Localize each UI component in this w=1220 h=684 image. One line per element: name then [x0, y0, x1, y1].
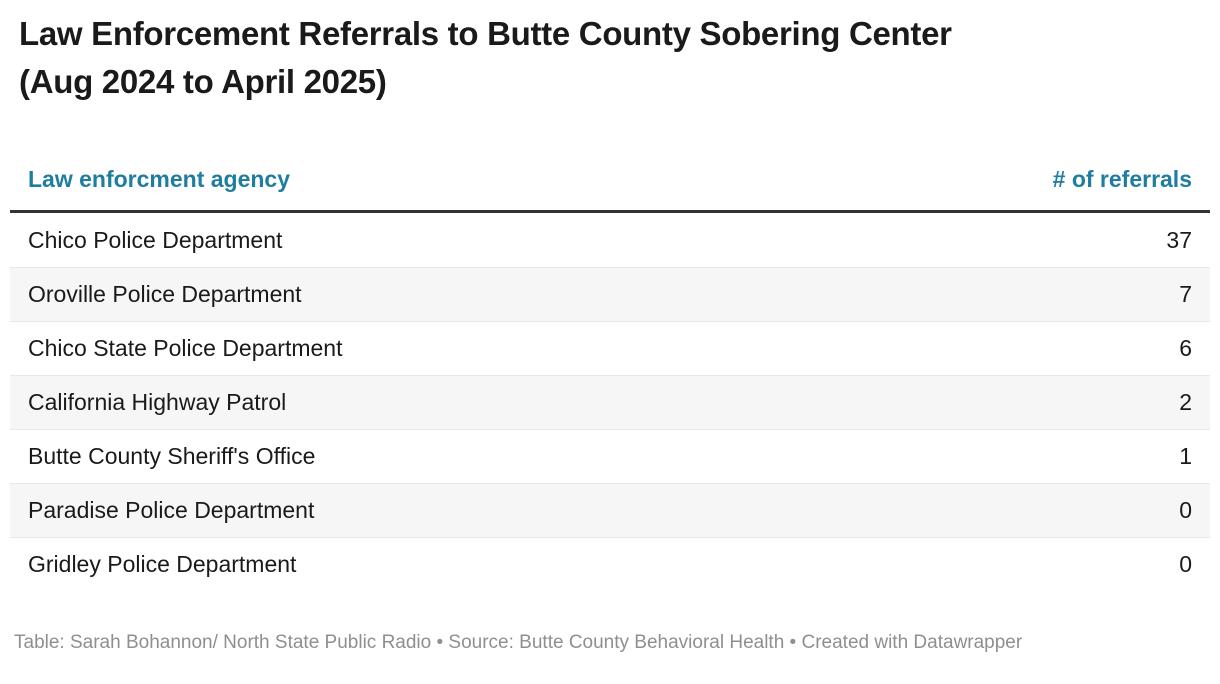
agency-cell: Chico Police Department: [28, 226, 283, 253]
agency-cell: Oroville Police Department: [28, 281, 302, 307]
table-row: Chico State Police Department 6: [10, 321, 1210, 375]
referrals-cell: 0: [1179, 551, 1192, 577]
table-row: California Highway Patrol 2: [10, 375, 1210, 429]
agency-cell: Gridley Police Department: [28, 551, 297, 577]
referrals-cell: 6: [1179, 335, 1192, 361]
table-row: Gridley Police Department 0: [10, 537, 1210, 591]
table-row: Chico Police Department 37: [10, 213, 1210, 267]
referrals-cell: 37: [1166, 226, 1192, 253]
referrals-cell: 7: [1179, 281, 1192, 307]
datawrapper-table-page: Law Enforcement Referrals to Butte Count…: [0, 10, 1220, 684]
table-row: Oroville Police Department 7: [10, 267, 1210, 321]
agency-cell: California Highway Patrol: [28, 389, 287, 415]
column-header-agency[interactable]: Law enforcment agency: [28, 166, 291, 192]
table-row: Paradise Police Department 0: [10, 483, 1210, 537]
chart-title-line1: Law Enforcement Referrals to Butte Count…: [19, 15, 952, 52]
attribution-footer: Table: Sarah Bohannon/ North State Publi…: [14, 632, 1023, 653]
table-row: Butte County Sheriff's Office 1: [10, 429, 1210, 483]
referrals-cell: 0: [1179, 497, 1192, 523]
table-header-row: Law enforcment agency # of referrals: [10, 106, 1210, 213]
agency-cell: Butte County Sheriff's Office: [28, 443, 316, 469]
column-header-referrals[interactable]: # of referrals: [1052, 166, 1192, 192]
agency-cell: Chico State Police Department: [28, 335, 343, 361]
chart-title-line2: (Aug 2024 to April 2025): [19, 63, 387, 100]
referrals-cell: 1: [1179, 443, 1192, 469]
table-body: Chico Police Department 37 Oroville Police…: [10, 213, 1210, 591]
agency-cell: Paradise Police Department: [28, 497, 315, 523]
chart-title: Law Enforcement Referrals to Butte Count…: [19, 10, 1200, 106]
referrals-cell: 2: [1179, 389, 1192, 415]
